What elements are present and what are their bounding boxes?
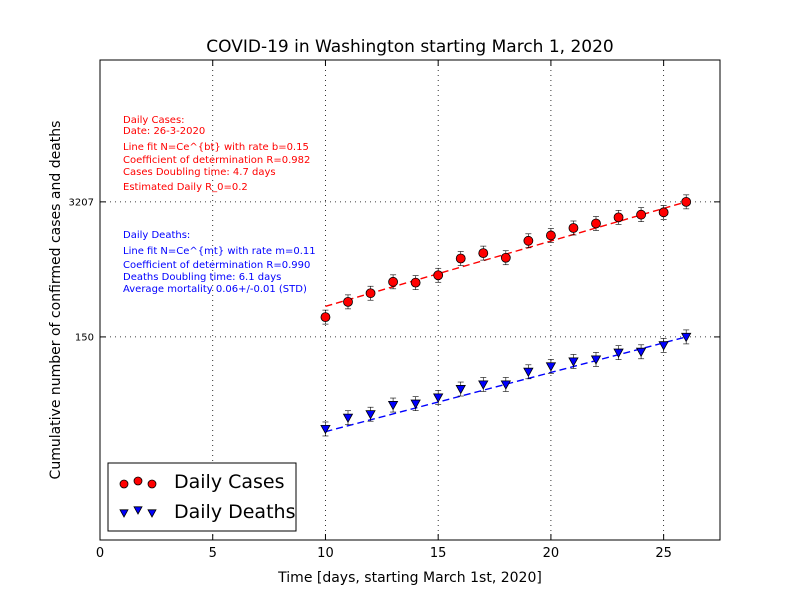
- x-tick-label: 0: [96, 546, 104, 561]
- cases-point: [343, 296, 353, 307]
- deaths-point: [342, 413, 354, 424]
- cases-point: [478, 248, 489, 259]
- deaths-point: [500, 380, 511, 390]
- y-tick-label: 3207: [69, 197, 94, 208]
- cases-annotation-r0: Estimated Daily R_0=0.2: [123, 182, 248, 193]
- deaths-fit-line: [325, 336, 687, 433]
- cases-point: [500, 252, 511, 263]
- deaths-point: [613, 348, 624, 358]
- legend-cases-markers: [119, 476, 157, 489]
- cases-annotation: Daily Cases: Date: 26-3-2020 Line fit N=…: [123, 115, 310, 193]
- deaths-point: [387, 401, 399, 411]
- axis-ticks: 0 5 10 15 20 25 3207 150: [69, 60, 720, 561]
- deaths-annotation-doubling: Deaths Doubling time: 6.1 days: [123, 272, 281, 283]
- fit-annotations: Daily Cases: Date: 26-3-2020 Line fit N=…: [123, 115, 316, 295]
- deaths-point: [478, 380, 489, 390]
- plot-frame: [99, 59, 721, 541]
- legend-deaths-marker: [133, 506, 143, 515]
- deaths-point: [410, 399, 421, 410]
- y-tick-label: 150: [75, 332, 94, 343]
- cases-point: [591, 218, 601, 229]
- deaths-point: [545, 362, 557, 372]
- x-tick-label: 15: [430, 546, 447, 561]
- deaths-annotation-r: Coefficient of determination R=0.990: [123, 260, 310, 271]
- grid-lines: [100, 60, 720, 540]
- cases-point: [636, 209, 646, 220]
- cases-annotation-date: Date: 26-3-2020: [123, 126, 205, 137]
- cases-point: [613, 212, 624, 223]
- cases-annotation-heading: Daily Cases:: [123, 115, 185, 126]
- x-axis-label: Time [days, starting March 1st, 2020]: [277, 570, 542, 586]
- x-tick-label: 5: [209, 546, 217, 561]
- legend-cases-label: Daily Cases: [174, 471, 285, 493]
- deaths-point: [455, 385, 466, 395]
- cases-point: [410, 277, 421, 288]
- deaths-point: [658, 341, 669, 351]
- cases-point: [320, 312, 331, 323]
- deaths-point: [635, 347, 647, 358]
- legend-cases-marker: [147, 479, 157, 489]
- legend-box: [107, 462, 297, 532]
- legend-deaths-label: Daily Deaths: [174, 501, 295, 523]
- cases-point: [523, 235, 534, 246]
- cases-point: [681, 196, 692, 207]
- cases-point: [388, 276, 398, 287]
- cases-point: [568, 223, 579, 233]
- deaths-annotation-heading: Daily Deaths:: [123, 230, 190, 241]
- deaths-point: [433, 393, 444, 403]
- cases-annotation-fit: Line fit N=Ce^{bt} with rate b=0.15: [123, 142, 309, 153]
- cases-annotation-r: Coefficient of determination R=0.982: [123, 155, 310, 166]
- legend-cases-marker: [119, 479, 129, 489]
- deaths-point: [568, 357, 579, 367]
- y-axis-label: Cumulative number of confirmed cases and…: [48, 121, 64, 480]
- cases-point: [658, 207, 669, 218]
- legend-deaths-marker: [119, 509, 129, 518]
- cases-point: [455, 253, 466, 264]
- cases-point: [365, 288, 376, 299]
- deaths-annotation-mortality: Average mortality 0.06+/-0.01 (STD): [123, 284, 307, 295]
- legend-cases-marker: [133, 476, 143, 486]
- deaths-point: [365, 410, 376, 420]
- x-tick-label: 25: [655, 546, 672, 561]
- cases-annotation-doubling: Cases Doubling time: 4.7 days: [123, 167, 276, 178]
- cases-point: [433, 270, 444, 281]
- data-points: [320, 194, 692, 437]
- chart-title: COVID-19 in Washington starting March 1,…: [206, 37, 613, 57]
- deaths-point: [681, 332, 692, 343]
- deaths-point: [590, 355, 602, 365]
- legend-deaths-marker: [147, 509, 157, 518]
- legend: Daily Cases Daily Deaths: [107, 462, 297, 532]
- deaths-annotation-fit: Line fit N=Ce^{mt} with rate m=0.11: [123, 246, 316, 257]
- cases-point: [546, 230, 556, 241]
- x-tick-label: 20: [543, 546, 560, 561]
- legend-deaths-markers: [119, 506, 157, 518]
- x-tick-label: 10: [317, 546, 334, 561]
- deaths-annotation: Daily Deaths: Line fit N=Ce^{mt} with ra…: [123, 230, 316, 295]
- deaths-point: [523, 367, 534, 378]
- deaths-point: [320, 424, 331, 435]
